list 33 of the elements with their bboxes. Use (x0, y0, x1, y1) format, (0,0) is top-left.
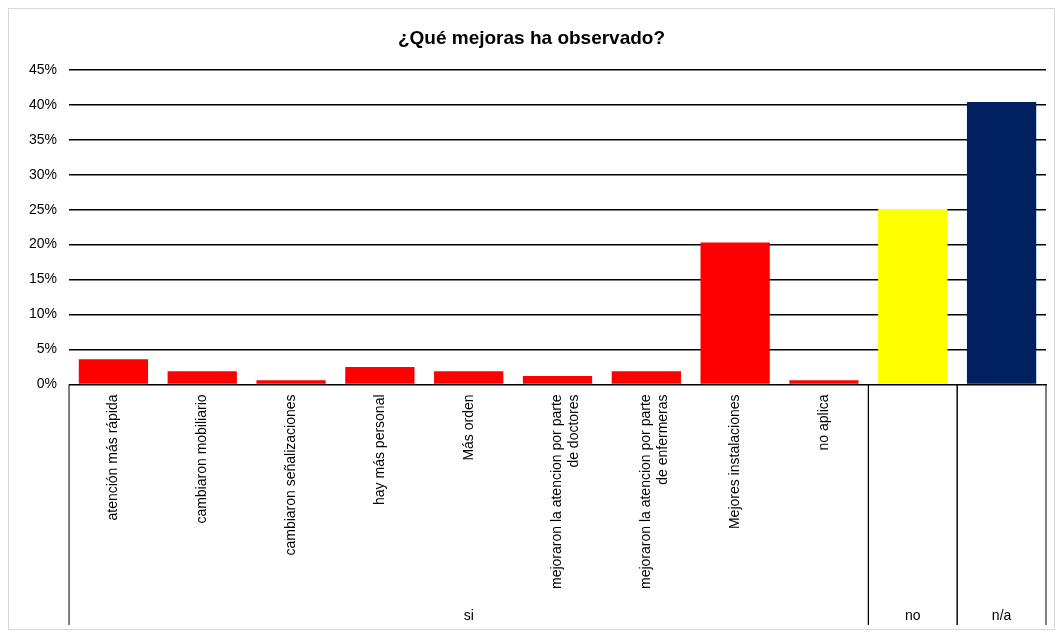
bar (345, 366, 415, 384)
chart-title: ¿Qué mejoras ha observado? (397, 26, 666, 48)
y-tick-label: 30% (28, 165, 58, 182)
bar (434, 371, 504, 384)
bar (966, 101, 1037, 384)
bar (789, 380, 859, 384)
bar (878, 208, 948, 384)
x-tick-label: hay más personal (370, 394, 387, 505)
x-tick-label: cambiaron señalizaciones (281, 394, 298, 556)
x-tick-label: atención más rápida (104, 394, 121, 521)
bar (78, 359, 149, 384)
x-tick-label: cambiaron mobiliario (193, 394, 210, 524)
y-tick-label: 0% (36, 375, 58, 392)
y-tick-label: 15% (28, 270, 58, 287)
y-tick-label: 35% (28, 130, 58, 147)
text: si (463, 606, 474, 623)
x-tick-label: Mejores instalaciones (726, 394, 742, 530)
x-tick-label: mejoraron la atencion por parte de doctores (548, 394, 582, 589)
text: no (904, 606, 921, 623)
y-tick-label: 25% (28, 200, 58, 217)
y-tick-label: 5% (36, 340, 58, 357)
bar (700, 242, 770, 384)
y-tick-label: 10% (28, 305, 58, 322)
bar (256, 380, 326, 384)
bar (522, 376, 593, 384)
text: n/a (991, 606, 1012, 623)
y-tick-label: 45% (28, 60, 58, 77)
bar (167, 371, 237, 384)
x-tick-label: Más orden (459, 394, 476, 461)
bar (611, 371, 681, 384)
x-tick-label: no aplica (814, 394, 831, 451)
y-tick-label: 40% (28, 95, 58, 112)
y-tick-label: 20% (28, 235, 58, 252)
